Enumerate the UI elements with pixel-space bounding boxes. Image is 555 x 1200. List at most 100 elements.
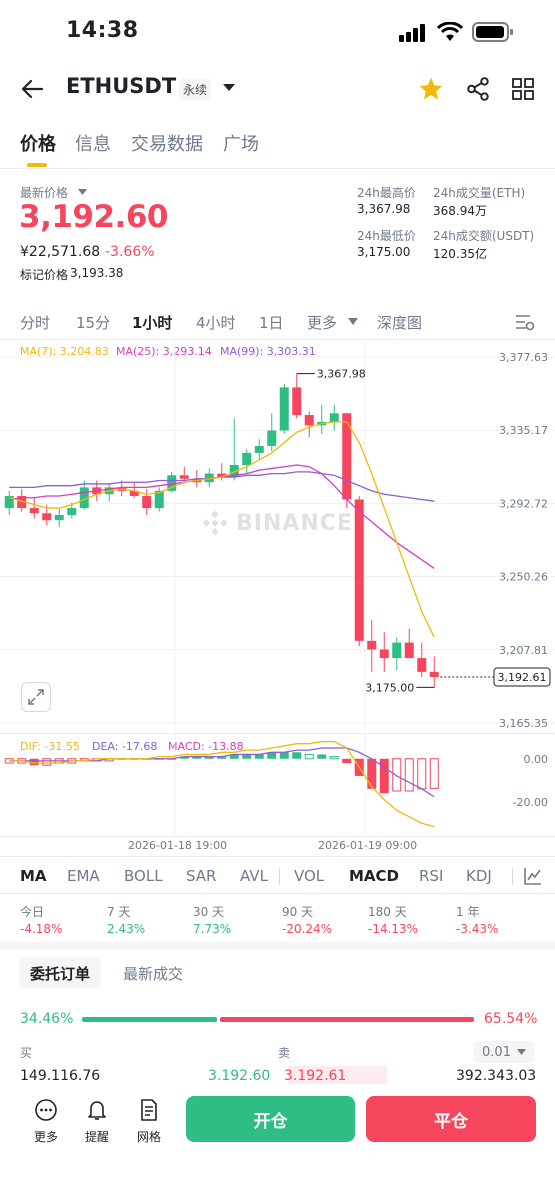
price-tick-label: 3,207.81 xyxy=(499,644,548,657)
ma7-line xyxy=(9,421,435,638)
perf-value-today: -4.18% xyxy=(20,922,63,936)
chevron-down-icon[interactable] xyxy=(222,83,236,93)
price-tick-label: 3,165.35 xyxy=(499,717,548,730)
sell-column-label: 卖 xyxy=(278,1046,291,1060)
macd-histogram-bar xyxy=(254,754,264,759)
symbol-title[interactable]: ETHUSDT xyxy=(66,74,177,98)
ask-quantity: 392.343.03 xyxy=(456,1068,537,1084)
perf-value-90d: -20.24% xyxy=(282,922,333,936)
low-24h: 3,175.00 xyxy=(357,245,411,259)
macd-histogram-bar xyxy=(417,758,427,790)
indicator-settings-icon[interactable] xyxy=(523,866,543,886)
grid-trading-button[interactable]: 网格 xyxy=(129,1098,169,1145)
buy-ratio-fill xyxy=(82,1017,218,1022)
indicator-avl[interactable]: AVL xyxy=(240,867,268,885)
dea-legend: DEA: -17.68 xyxy=(92,740,158,753)
price-tick-label: 3,377.63 xyxy=(499,351,548,364)
battery-icon xyxy=(472,22,513,42)
more-button[interactable]: 更多 xyxy=(26,1098,66,1145)
more-caret-icon[interactable] xyxy=(348,318,358,325)
interval-more[interactable]: 更多 xyxy=(307,314,338,332)
macd-histogram-bar xyxy=(192,756,202,759)
indicator-divider xyxy=(279,868,280,885)
perf-label-90d: 90 天 xyxy=(282,905,314,919)
macd-legend: MACD: -13.88 xyxy=(168,740,244,753)
alert-button[interactable]: 提醒 xyxy=(77,1098,117,1145)
candle-body xyxy=(279,387,289,431)
ma7-legend: MA(7): 3,204.83 xyxy=(20,345,109,358)
mark-price: 3,193.38 xyxy=(70,266,124,280)
tab-price[interactable]: 价格 xyxy=(20,134,56,155)
macd-histogram-bar xyxy=(217,756,227,759)
status-bar: 14:38 xyxy=(0,0,555,66)
precision-select[interactable]: 0.01 xyxy=(474,1041,534,1063)
close-position-button[interactable]: 平仓 xyxy=(366,1096,536,1142)
indicator-kdj[interactable]: KDJ xyxy=(466,867,492,885)
current-price-tag: 3,192.61 xyxy=(498,671,547,684)
favorite-star-icon[interactable] xyxy=(418,76,444,102)
indicator-sar[interactable]: SAR xyxy=(186,867,217,885)
perf-value-7d: 2.43% xyxy=(107,922,146,936)
chart-settings-icon[interactable] xyxy=(514,312,536,332)
bell-icon xyxy=(88,1101,106,1120)
candle-body xyxy=(242,452,252,465)
indicator-macd[interactable]: MACD xyxy=(349,867,399,885)
tab-order-book[interactable]: 委托订单 xyxy=(19,958,101,988)
candle-body xyxy=(204,473,214,483)
interval-1h[interactable]: 1小时 xyxy=(132,314,173,332)
fullscreen-button[interactable] xyxy=(21,682,51,712)
tab-square[interactable]: 广场 xyxy=(223,134,259,155)
macd-chart[interactable]: 0.00 -20.00 xyxy=(0,734,555,836)
candle-body xyxy=(179,475,189,479)
candle-body xyxy=(354,499,364,641)
interval-1d[interactable]: 1日 xyxy=(259,314,284,332)
macd-histogram-bar xyxy=(317,754,327,759)
indicator-boll[interactable]: BOLL xyxy=(124,867,163,885)
candle-body xyxy=(292,387,302,415)
tab-info[interactable]: 信息 xyxy=(75,134,111,155)
indicator-rsi[interactable]: RSI xyxy=(419,867,444,885)
candle-body xyxy=(329,413,339,422)
caret-down-icon[interactable] xyxy=(78,189,87,195)
ma25-legend: MA(25): 3,293.14 xyxy=(116,345,212,358)
grid-menu-icon[interactable] xyxy=(511,77,535,101)
x-axis-label-2: 2026-01-19 09:00 xyxy=(318,839,418,852)
last-price-label[interactable]: 最新价格 xyxy=(20,186,69,200)
indicator-ma[interactable]: MA xyxy=(20,867,47,885)
tab-order-book-label: 委托订单 xyxy=(29,964,90,983)
interval-line[interactable]: 分时 xyxy=(20,314,51,332)
candle-body xyxy=(404,642,414,659)
macd-histogram-bar xyxy=(242,754,252,759)
volume-eth: 368.94万 xyxy=(433,204,487,218)
macd-histogram-bar xyxy=(204,756,214,759)
current-price-tag-box xyxy=(493,667,551,687)
candle-body xyxy=(367,640,377,650)
depth-chart-tab[interactable]: 深度图 xyxy=(377,314,423,332)
candlestick-chart[interactable]: 3,377.63 3,335.17 3,292.72 3,250.26 3,207.81… xyxy=(0,340,555,732)
interval-4h[interactable]: 4小时 xyxy=(196,314,236,332)
back-arrow-icon[interactable] xyxy=(20,78,44,100)
indicator-ema[interactable]: EMA xyxy=(67,867,100,885)
high-24h: 3,367.98 xyxy=(357,202,411,216)
volume-usdt-label: 24h成交额(USDT) xyxy=(433,229,535,243)
macd-histogram-bar xyxy=(292,752,302,759)
perf-value-1y: -3.43% xyxy=(456,922,499,936)
interval-15m[interactable]: 15分 xyxy=(76,314,111,332)
bid-price: 3.192.60 xyxy=(208,1068,271,1084)
candle-body xyxy=(167,475,177,491)
tab-trading-data[interactable]: 交易数据 xyxy=(131,134,203,155)
tab-recent-trades[interactable]: 最新成交 xyxy=(123,965,184,983)
candle-body xyxy=(342,413,352,500)
perf-label-today: 今日 xyxy=(20,905,45,919)
perf-label-180d: 180 天 xyxy=(368,905,407,919)
divider xyxy=(0,856,555,857)
candle-body xyxy=(129,490,139,497)
grid-document-icon xyxy=(141,1099,157,1121)
macd-histogram-bar xyxy=(392,758,402,792)
alert-label: 提醒 xyxy=(84,1130,109,1144)
share-icon[interactable] xyxy=(465,76,491,102)
indicator-vol[interactable]: VOL xyxy=(294,867,325,885)
open-position-button[interactable]: 开仓 xyxy=(186,1096,355,1142)
x-axis-label-1: 2026-01-18 19:00 xyxy=(128,839,228,852)
expand-icon xyxy=(28,689,44,705)
